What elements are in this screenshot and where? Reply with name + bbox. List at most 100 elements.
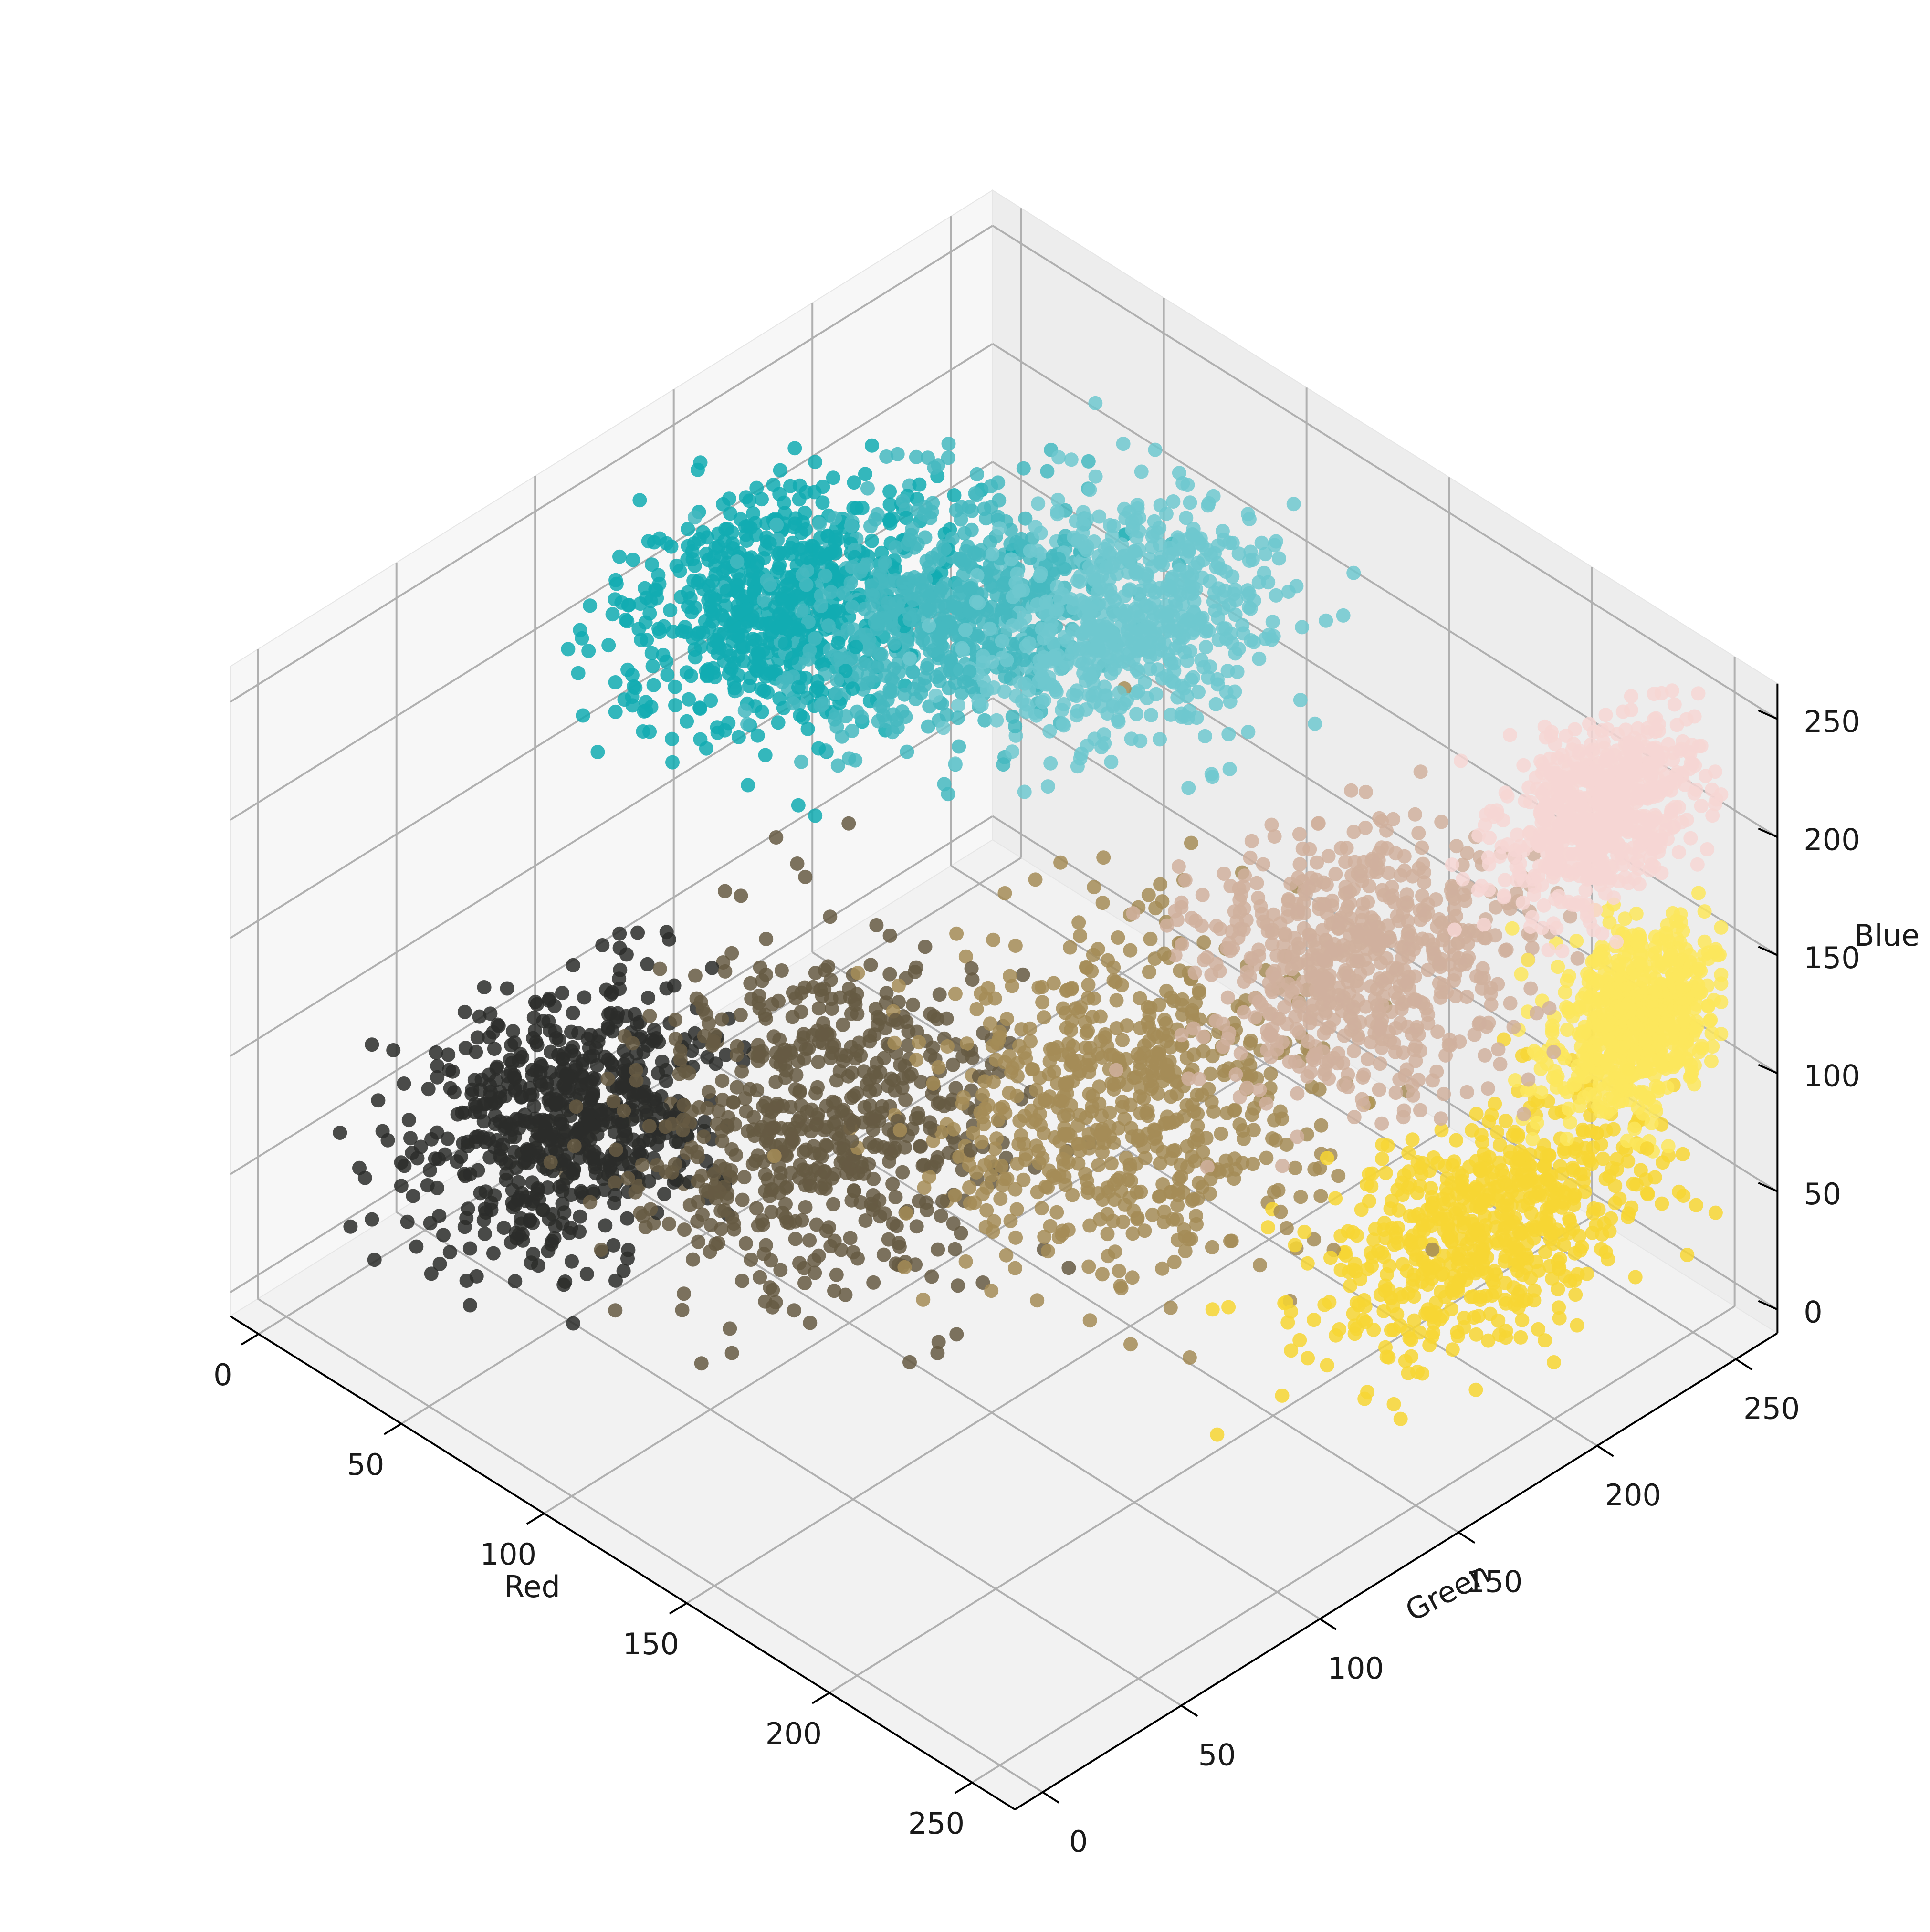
data-point-cluster-0	[400, 1215, 415, 1229]
data-point-cluster-0	[642, 1133, 657, 1147]
data-point-cluster-9	[1206, 595, 1221, 609]
data-point-cluster-1	[841, 816, 856, 831]
data-point-cluster-1	[843, 1231, 858, 1245]
data-point-cluster-2	[1035, 995, 1049, 1009]
data-point-cluster-1	[949, 1327, 964, 1341]
data-point-cluster-7	[699, 741, 713, 756]
data-point-cluster-1	[846, 1154, 860, 1168]
data-point-cluster-2	[1073, 929, 1087, 943]
data-point-cluster-1	[807, 1139, 821, 1153]
data-point-cluster-7	[850, 501, 864, 515]
data-point-cluster-9	[1098, 689, 1112, 703]
data-point-cluster-9	[1057, 697, 1071, 711]
data-point-cluster-1	[653, 962, 667, 976]
data-point-cluster-8	[889, 596, 903, 611]
data-point-cluster-8	[891, 720, 905, 734]
data-point-cluster-6	[1555, 748, 1570, 762]
data-point-cluster-1	[706, 1034, 721, 1048]
data-point-cluster-9	[1134, 465, 1149, 479]
data-point-cluster-0	[432, 1209, 446, 1223]
data-point-cluster-0	[365, 1212, 379, 1227]
data-point-cluster-9	[1088, 396, 1102, 410]
data-point-cluster-0	[472, 1010, 487, 1024]
data-point-cluster-9	[1029, 709, 1043, 723]
data-point-cluster-8	[794, 604, 808, 618]
data-point-cluster-2	[1047, 976, 1061, 991]
data-point-cluster-0	[469, 1045, 483, 1059]
data-point-cluster-2	[960, 1036, 974, 1051]
data-point-cluster-0	[592, 1028, 607, 1043]
data-point-cluster-7	[652, 625, 667, 639]
data-point-cluster-0	[641, 991, 655, 1005]
data-point-cluster-6	[1664, 805, 1678, 819]
data-point-cluster-1	[715, 1074, 729, 1088]
data-point-cluster-1	[718, 964, 732, 979]
data-point-cluster-1	[621, 1171, 635, 1186]
data-point-cluster-9	[1258, 547, 1272, 561]
data-point-cluster-1	[1016, 968, 1030, 982]
data-point-cluster-9	[1167, 664, 1181, 678]
data-point-cluster-3	[1575, 1123, 1590, 1137]
data-point-cluster-9	[1123, 582, 1137, 596]
data-point-cluster-5	[1126, 906, 1141, 920]
data-point-cluster-5	[1372, 811, 1386, 825]
data-point-cluster-7	[665, 755, 680, 770]
data-point-cluster-2	[926, 1076, 940, 1091]
data-point-cluster-0	[443, 1081, 458, 1096]
data-point-cluster-8	[991, 475, 1005, 490]
data-point-cluster-0	[612, 982, 627, 996]
data-point-cluster-7	[608, 675, 623, 689]
data-point-cluster-7	[787, 441, 802, 455]
data-point-cluster-8	[1040, 464, 1054, 479]
data-point-cluster-0	[429, 1045, 443, 1060]
data-point-cluster-1	[829, 1115, 843, 1129]
data-point-cluster-7	[703, 693, 718, 708]
data-point-cluster-9	[1269, 534, 1283, 549]
data-point-cluster-2	[1053, 856, 1068, 870]
data-point-cluster-8	[942, 437, 956, 451]
data-point-cluster-7	[692, 626, 706, 640]
data-point-cluster-9	[1082, 688, 1096, 702]
data-point-cluster-1	[735, 1193, 750, 1207]
data-point-cluster-7	[780, 570, 794, 585]
data-point-cluster-2	[1010, 1089, 1024, 1103]
data-point-cluster-3	[1406, 1132, 1420, 1147]
data-point-cluster-9	[1089, 470, 1103, 484]
data-point-cluster-9	[1104, 667, 1118, 681]
data-point-cluster-1	[787, 1303, 801, 1317]
data-point-cluster-6	[1616, 705, 1630, 719]
data-point-cluster-0	[566, 958, 580, 972]
data-point-cluster-9	[1175, 476, 1190, 491]
data-point-cluster-1	[933, 987, 947, 1002]
data-point-cluster-0	[458, 1169, 472, 1183]
data-point-cluster-2	[986, 933, 1000, 947]
data-point-cluster-1	[672, 1067, 687, 1081]
data-point-cluster-9	[1046, 650, 1060, 665]
data-point-cluster-0	[503, 1155, 517, 1169]
data-point-cluster-9	[1163, 541, 1177, 555]
data-point-cluster-0	[394, 1179, 409, 1193]
data-point-cluster-8	[941, 588, 955, 603]
data-point-cluster-3	[1655, 1197, 1669, 1211]
data-point-cluster-1	[775, 963, 789, 978]
data-point-cluster-5	[1394, 868, 1408, 883]
data-point-cluster-5	[1434, 815, 1448, 829]
data-point-cluster-9	[1082, 611, 1096, 625]
data-point-cluster-9	[1132, 642, 1146, 657]
data-point-cluster-9	[1006, 618, 1020, 633]
data-point-cluster-2	[1123, 943, 1137, 958]
data-point-cluster-6	[1687, 786, 1701, 801]
data-point-cluster-5	[1346, 882, 1361, 897]
data-point-cluster-7	[619, 613, 633, 627]
data-point-cluster-8	[769, 518, 784, 532]
data-point-cluster-1	[863, 958, 878, 972]
data-point-cluster-9	[1146, 526, 1160, 540]
data-point-cluster-9	[1336, 608, 1351, 623]
data-point-cluster-1	[909, 961, 923, 975]
data-point-cluster-9	[1127, 544, 1141, 559]
data-point-cluster-9	[1241, 725, 1255, 739]
data-point-cluster-6	[1538, 720, 1552, 734]
data-point-cluster-9	[1129, 707, 1143, 721]
data-point-cluster-7	[865, 534, 879, 548]
